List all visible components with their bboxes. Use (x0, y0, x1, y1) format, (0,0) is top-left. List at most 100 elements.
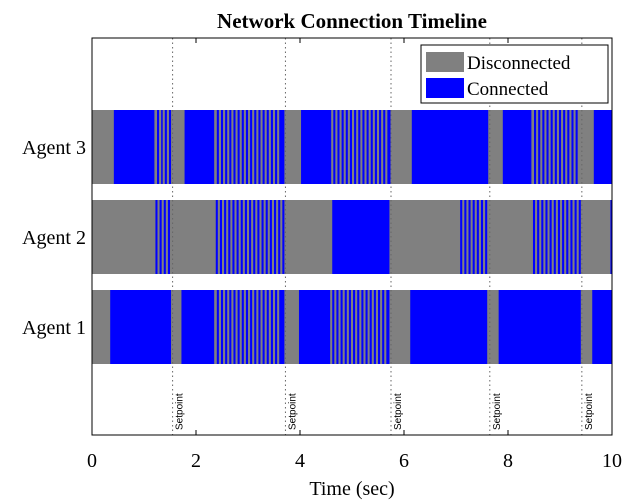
agent-2-connected-segment-19 (278, 200, 281, 274)
agent-1-connected-segment-31 (382, 290, 385, 364)
x-tick-label-2: 4 (295, 450, 305, 472)
agent-3-connected-segment-16 (258, 110, 261, 184)
agent-3-connected-segment-43 (550, 110, 553, 184)
agent-3-connected-segment-27 (349, 110, 352, 184)
agent-3-connected-segment-22 (301, 110, 332, 184)
agent-2-connected-segment-32 (545, 200, 548, 274)
agent-3-connected-segment-45 (558, 110, 562, 184)
agent-3-connected-segment-31 (366, 110, 369, 184)
agent-3-connected-segment-11 (237, 110, 240, 184)
agent-2-connected-segment-13 (253, 200, 256, 274)
agent-1-connected-segment-26 (361, 290, 364, 364)
agent-2-connected-segment-14 (257, 200, 260, 274)
agent-1-connected-segment-25 (357, 290, 360, 364)
agent-1-label: Agent 1 (22, 317, 86, 339)
agent-3-connected-segment-29 (358, 110, 361, 184)
agent-1-connected-segment-6 (233, 290, 236, 364)
agent-2-connected-segment-23 (464, 200, 467, 274)
agent-3-connected-segment-18 (266, 110, 269, 184)
agent-2-connected-segment-33 (549, 200, 552, 274)
agent-2-label: Agent 2 (22, 227, 86, 249)
agent-1-connected-segment-27 (365, 290, 368, 364)
agent-1-connected-segment-20 (336, 290, 339, 364)
x-axis-label: Time (sec) (309, 478, 394, 500)
legend: Disconnected Connected (420, 44, 609, 104)
agent-2-connected-segment-1 (159, 200, 162, 274)
agent-2-connected-segment-4 (215, 200, 218, 274)
agent-3-connected-segment-7 (220, 110, 224, 184)
agent-3-connected-segment-46 (563, 110, 566, 184)
agent-1-connected-segment-11 (254, 290, 257, 364)
agent-1-connected-segment-23 (348, 290, 351, 364)
agent-2-connected-segment-29 (532, 200, 536, 274)
agent-2-connected-segment-41 (610, 200, 612, 274)
agent-2-connected-segment-31 (541, 200, 544, 274)
agent-2-connected-segment-22 (460, 200, 463, 274)
agent-2-connected-segment-24 (468, 200, 471, 274)
agent-3-label: Agent 3 (22, 137, 86, 159)
agent-3-connected-segment-32 (370, 110, 373, 184)
agent-3-connected-segment-15 (254, 110, 257, 184)
agent-1-connected-segment-10 (250, 290, 253, 364)
agent-2-connected-segment-6 (224, 200, 227, 274)
agent-3-connected-segment-0 (113, 110, 155, 184)
agent-1-connected-segment-16 (275, 290, 278, 364)
agent-1-connected-segment-5 (229, 290, 232, 364)
agent-3-connected-segment-24 (337, 110, 340, 184)
agent-2-connected-segment-9 (236, 200, 239, 274)
agent-1-connected-segment-33 (410, 290, 488, 364)
agent-1-connected-segment-8 (241, 290, 244, 364)
agent-2-connected-segment-16 (265, 200, 268, 274)
agent-3-connected-segment-37 (411, 110, 489, 184)
legend-swatch-connected (426, 78, 464, 98)
agent-1-connected-segment-7 (237, 290, 240, 364)
agent-3-connected-segment-21 (279, 110, 285, 184)
agent-2-connected-segment-2 (163, 200, 166, 274)
agent-3-connected-segment-12 (241, 110, 244, 184)
agent-1-connected-segment-18 (298, 290, 331, 364)
agent-1-connected-segment-4 (225, 290, 228, 364)
agent-2-connected-segment-37 (566, 200, 569, 274)
agent-3-connected-segment-49 (575, 110, 578, 184)
agent-1-connected-segment-30 (378, 290, 381, 364)
x-axis-ticks: 0 2 4 6 8 10 (87, 38, 622, 472)
agent-2-connected-segment-27 (480, 200, 484, 274)
agent-1-connected-segment-35 (592, 290, 612, 364)
agent-2-connected-segment-7 (228, 200, 231, 274)
setpoint-markers: Setpoint Setpoint Setpoint Setpoint Setpoint (172, 38, 595, 435)
x-tick-label-4: 8 (503, 450, 513, 472)
agent-3-connected-segment-5 (184, 110, 215, 184)
agent-3-connected-segment-17 (262, 110, 265, 184)
agent-2-connected-segment-12 (249, 200, 252, 274)
legend-label-disconnected: Disconnected (467, 53, 571, 74)
agent-3-connected-segment-13 (245, 110, 248, 184)
agent-2-connected-segment-39 (574, 200, 577, 274)
agent-2-connected-segment-35 (557, 200, 560, 274)
agent-1-connected-segment-15 (270, 290, 273, 364)
agent-2-connected-segment-15 (261, 200, 264, 274)
agent-2-connected-segment-25 (472, 200, 475, 274)
agent-2-connected-segment-20 (282, 200, 285, 274)
agent-1-connected-segment-1 (181, 290, 215, 364)
agent-3-connected-segment-23 (333, 110, 336, 184)
agent-2-connected-segment-36 (562, 200, 565, 274)
x-tick-label-3: 6 (399, 450, 409, 472)
agent-2-connected-segment-10 (240, 200, 243, 274)
x-tick-label-1: 2 (191, 450, 201, 472)
agent-1-connected-segment-3 (220, 290, 224, 364)
chart-title: Network Connection Timeline (217, 9, 487, 33)
agent-1-connected-segment-12 (258, 290, 261, 364)
agent-3-connected-segment-33 (374, 110, 377, 184)
agent-2-connected-segment-30 (537, 200, 540, 274)
agent-3-connected-segment-4 (168, 110, 172, 184)
plot-frame (91, 37, 613, 436)
x-tick-label-5: 10 (602, 450, 622, 472)
agent-1-connected-segment-24 (353, 290, 356, 364)
agent-1-connected-segment-19 (332, 290, 335, 364)
agent-1-connected-segment-13 (262, 290, 265, 364)
agent-1-connected-segment-17 (279, 290, 285, 364)
agent-2-connected-segment-5 (219, 200, 222, 274)
agent-2-connected-segment-3 (167, 200, 170, 274)
agent-3-connected-segment-38 (502, 110, 532, 184)
